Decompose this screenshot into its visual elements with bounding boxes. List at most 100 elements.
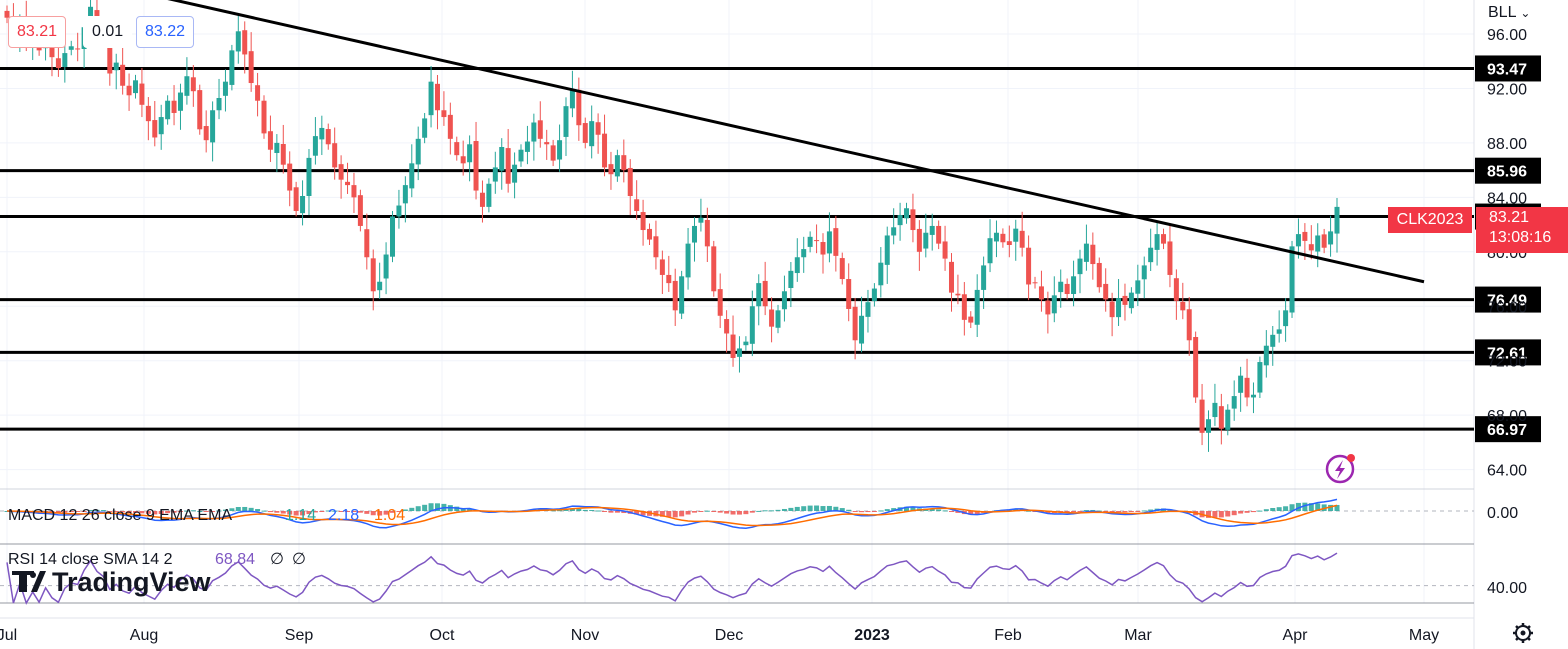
rsi-value: 68.84	[215, 551, 255, 568]
candle	[910, 209, 916, 231]
price-tick: 88.00	[1487, 136, 1527, 153]
candle	[145, 105, 151, 122]
macd-hist-bar	[878, 510, 884, 512]
candle	[608, 164, 614, 175]
macd-hist-bar	[422, 504, 428, 511]
time-tick: Aug	[130, 627, 158, 644]
time-tick: Oct	[430, 627, 455, 644]
chevron-down-icon: ⌄	[1520, 6, 1531, 20]
macd-hist-bar	[357, 511, 363, 513]
macd-hist-bar	[910, 507, 916, 511]
gear-icon[interactable]	[1513, 623, 1533, 643]
price-tick: 96.00	[1487, 27, 1527, 44]
macd-hist-bar	[415, 506, 421, 511]
level-label: 72.61	[1487, 345, 1527, 362]
macd-hist-bar	[1148, 509, 1154, 511]
candle	[743, 341, 749, 346]
macd-hist-bar	[634, 511, 640, 515]
horizontal-levels	[0, 66, 1474, 431]
currency-selector[interactable]: BLL ⌄	[1488, 4, 1530, 22]
price-tick: 84.00	[1487, 190, 1527, 207]
candle	[338, 164, 344, 180]
price-tick: 92.00	[1487, 81, 1527, 98]
level-tag	[1475, 339, 1541, 366]
macd-hist-bar	[409, 507, 415, 511]
time-tick: May	[1409, 627, 1439, 644]
level-tag	[1475, 55, 1541, 82]
macd-hist-bar	[1103, 511, 1109, 512]
macd-hist-bar	[1244, 511, 1250, 513]
currency-label: BLL	[1488, 4, 1516, 21]
price-tick: 68.00	[1487, 408, 1527, 425]
candle	[788, 270, 794, 289]
candle	[377, 281, 383, 291]
candle	[666, 274, 672, 284]
candle	[1295, 234, 1301, 247]
candle	[1193, 337, 1199, 398]
trendline[interactable]	[144, 0, 1425, 284]
candle	[267, 131, 273, 150]
macd-hist-bar	[139, 511, 145, 514]
candle	[113, 62, 119, 71]
candle	[152, 120, 158, 138]
macd-hist-bar	[274, 511, 280, 513]
candle	[261, 100, 267, 134]
candle	[589, 121, 595, 147]
candle	[595, 122, 601, 135]
candle	[1321, 234, 1327, 248]
macd-hist-bar	[222, 509, 228, 511]
macd-hist-bar	[1328, 504, 1334, 511]
macd-hist-bar	[1270, 508, 1276, 511]
macd-hist-bar	[1302, 502, 1308, 511]
macd-hist-bar	[904, 506, 910, 511]
candle	[1173, 278, 1179, 301]
macd-hist-bar	[1135, 511, 1141, 512]
macd-line	[6, 498, 1338, 529]
alert-bolt-icon[interactable]	[1325, 454, 1355, 484]
candle	[621, 155, 627, 171]
macd-hist-bar	[756, 510, 762, 512]
candle	[75, 48, 81, 50]
macd-hist-bar	[942, 510, 948, 512]
candle	[878, 262, 884, 286]
macd-hist-bar	[158, 511, 164, 515]
macd-hist-bar	[640, 511, 646, 516]
macd-hist-bar	[255, 509, 261, 511]
macd-hist-bar	[94, 509, 100, 511]
macd-hist-bar	[1283, 506, 1289, 511]
candle	[1083, 243, 1089, 262]
candle	[582, 123, 588, 143]
macd-hist-bar	[396, 511, 402, 512]
macd-hist-bar	[113, 511, 119, 512]
candle	[955, 293, 961, 296]
tradingview-logo: TradingView	[12, 567, 212, 597]
macd-hist-bar	[1083, 510, 1089, 512]
time-tick: Sep	[285, 627, 314, 644]
macd-hist-bar	[608, 511, 614, 513]
candle	[749, 306, 755, 344]
macd-hist-bar	[602, 511, 608, 512]
candle	[1231, 396, 1237, 409]
candle	[1186, 309, 1192, 341]
macd-hist-bar	[948, 511, 954, 512]
candle	[370, 258, 376, 292]
macd-hist-bar	[1128, 511, 1134, 512]
signal-line	[6, 504, 1338, 527]
candle	[653, 236, 659, 258]
macd-hist-bar	[75, 511, 81, 512]
macd-hist-bar	[1071, 511, 1077, 512]
candle	[1019, 230, 1025, 248]
candle	[158, 117, 164, 135]
candle	[1064, 283, 1070, 294]
macd-hist-bar	[955, 511, 961, 513]
candle	[814, 240, 820, 242]
candle	[1238, 375, 1244, 393]
candle	[634, 199, 640, 211]
macd-hist-bar	[775, 509, 781, 511]
macd-hist-bar	[126, 511, 132, 514]
candle	[1148, 247, 1154, 263]
macd-hist-bar	[871, 511, 877, 512]
macd-hist-bar	[736, 511, 742, 515]
candle	[222, 81, 228, 96]
